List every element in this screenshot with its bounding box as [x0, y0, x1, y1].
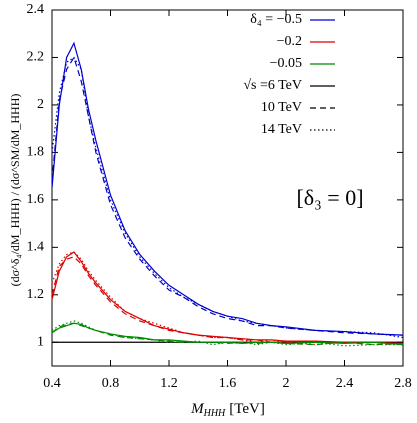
y-tick-label: 1.6 — [27, 192, 45, 207]
y-tick-label: 2.2 — [27, 50, 45, 65]
x-tick-label: 2.4 — [336, 376, 354, 391]
x-label-unit: [TeV] — [229, 401, 265, 417]
y-tick-label: 1.8 — [27, 145, 45, 160]
legend-label: δ₄ = −0.5 — [250, 12, 302, 27]
y-tick-label: 2.4 — [27, 2, 45, 17]
x-tick-label: 0.8 — [102, 376, 120, 391]
x-tick-label: 0.4 — [43, 376, 61, 391]
legend-label: 14 TeV — [261, 122, 302, 137]
y-tick-label: 1.4 — [27, 240, 45, 255]
series-line — [51, 56, 404, 339]
y-axis-label: (dσ^δ₄/dM_HHH) / (dσ^SM/dM_HHH) — [8, 94, 22, 287]
series-line — [51, 322, 404, 346]
y-tick-label: 1 — [37, 334, 44, 349]
legend-label: √s =6 TeV — [243, 78, 302, 93]
x-label-symbol: M — [190, 401, 205, 417]
x-label-subscript: HHH — [203, 408, 226, 419]
x-tick-label: 1.6 — [219, 376, 237, 391]
x-axis-label: MHHH [TeV] — [190, 401, 265, 419]
legend-label: −0.05 — [270, 56, 302, 71]
series-line — [51, 251, 404, 346]
series-line — [51, 322, 404, 346]
y-axis-label-group: (dσ^δ₄/dM_HHH) / (dσ^SM/dM_HHH) — [8, 94, 22, 287]
x-tick-label: 2 — [283, 376, 290, 391]
series-line — [51, 320, 403, 347]
x-tick-label: 2.8 — [394, 376, 412, 391]
x-tick-label: 1.2 — [160, 376, 178, 391]
legend-label: 10 TeV — [261, 100, 302, 115]
annotation: [δ₃ = 0] — [296, 185, 363, 210]
y-tick-label: 1.2 — [27, 287, 45, 302]
legend-label: −0.2 — [277, 34, 302, 49]
y-tick-label: 2 — [37, 97, 44, 112]
series-line — [51, 41, 404, 336]
series-line — [51, 251, 404, 345]
